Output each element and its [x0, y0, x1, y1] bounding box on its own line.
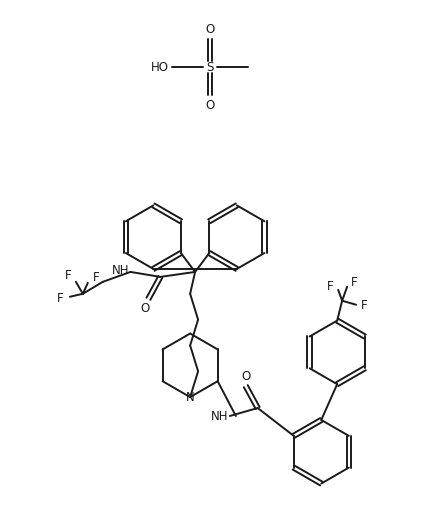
Text: F: F	[64, 269, 71, 282]
Text: F: F	[351, 276, 357, 289]
Text: NH: NH	[211, 411, 229, 424]
Text: O: O	[241, 370, 251, 383]
Text: NH: NH	[112, 265, 129, 277]
Text: HO: HO	[151, 61, 169, 74]
Text: F: F	[327, 280, 334, 293]
Text: N: N	[186, 391, 195, 404]
Text: O: O	[141, 302, 150, 315]
Text: F: F	[361, 299, 367, 312]
Text: O: O	[205, 98, 215, 111]
Text: F: F	[57, 292, 63, 305]
Text: S: S	[206, 61, 214, 74]
Text: O: O	[205, 23, 215, 36]
Text: F: F	[92, 271, 99, 284]
